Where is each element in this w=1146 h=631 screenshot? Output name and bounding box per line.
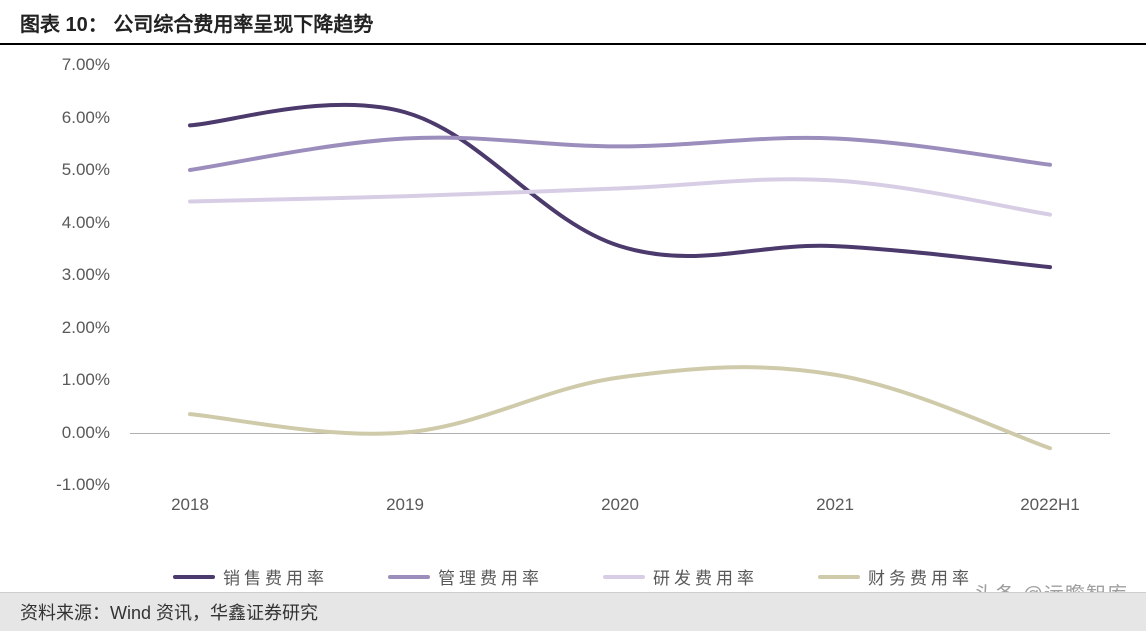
y-tick-label: 4.00% xyxy=(62,213,110,233)
legend-label: 管理费用率 xyxy=(438,564,543,589)
y-tick-label: 1.00% xyxy=(62,370,110,390)
y-tick-label: 3.00% xyxy=(62,265,110,285)
chart-area: -1.00% 0.00% 1.00% 2.00% 3.00% 4.00% 5.00% 6.00… xyxy=(20,55,1120,535)
x-tick-label: 2021 xyxy=(816,495,854,515)
x-tick-label: 2020 xyxy=(601,495,639,515)
y-tick-label: 7.00% xyxy=(62,55,110,75)
legend-item: 研发费用率 xyxy=(603,564,758,589)
legend-item: 财务费用率 xyxy=(818,564,973,589)
legend-item: 管理费用率 xyxy=(388,564,543,589)
legend-swatch xyxy=(173,575,215,579)
series-line xyxy=(190,367,1050,448)
line-plot xyxy=(130,65,1110,485)
x-tick-label: 2022H1 xyxy=(1020,495,1080,515)
y-tick-label: 5.00% xyxy=(62,160,110,180)
series-line xyxy=(190,138,1050,170)
legend-swatch xyxy=(603,575,645,579)
legend: 销售费用率 管理费用率 研发费用率 财务费用率 xyxy=(0,564,1146,589)
chart-title: 图表 10： 公司综合费用率呈现下降趋势 xyxy=(0,0,1146,45)
legend-label: 研发费用率 xyxy=(653,564,758,589)
y-tick-label: 0.00% xyxy=(62,423,110,443)
y-tick-label: 6.00% xyxy=(62,108,110,128)
y-tick-label: -1.00% xyxy=(56,475,110,495)
source-text: 资料来源：Wind 资讯，华鑫证券研究 xyxy=(0,592,1146,631)
legend-label: 财务费用率 xyxy=(868,564,973,589)
legend-label: 销售费用率 xyxy=(223,564,328,589)
series-line xyxy=(190,179,1050,214)
legend-swatch xyxy=(818,575,860,579)
series-line xyxy=(190,105,1050,267)
x-tick-label: 2019 xyxy=(386,495,424,515)
legend-swatch xyxy=(388,575,430,579)
legend-item: 销售费用率 xyxy=(173,564,328,589)
y-tick-label: 2.00% xyxy=(62,318,110,338)
x-tick-label: 2018 xyxy=(171,495,209,515)
